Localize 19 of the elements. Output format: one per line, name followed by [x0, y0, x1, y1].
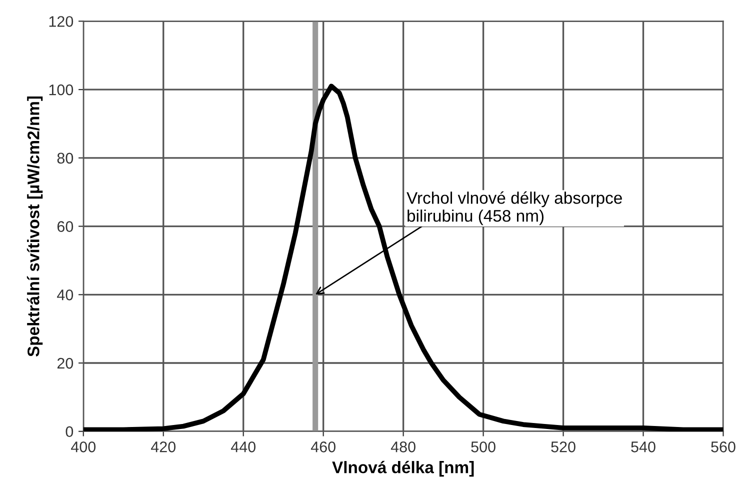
y-tick-label: 0 — [66, 426, 74, 438]
y-tick-label: 100 — [49, 84, 74, 96]
x-tick-label: 420 — [150, 442, 176, 452]
x-tick-label: 560 — [711, 442, 736, 452]
x-tick-label: 500 — [471, 442, 496, 452]
y-axis-title: Spektrální svítivost [µW/cm2/nm] — [26, 96, 43, 357]
x-tick-label: 540 — [631, 442, 656, 452]
y-tick-label: 60 — [57, 221, 74, 232]
y-tick-label: 120 — [49, 16, 74, 27]
y-tick-label: 80 — [57, 152, 74, 164]
x-tick-label: 400 — [71, 442, 96, 452]
y-tick-label: 40 — [57, 290, 74, 300]
y-tick-label: 20 — [57, 358, 74, 369]
x-tick-label: 480 — [390, 442, 416, 452]
x-tick-label: 460 — [310, 442, 336, 452]
x-tick-label: 440 — [230, 442, 256, 452]
annotation: Vrchol vlnové délky absorpce bilirubinu (458 nm) — [406, 191, 622, 226]
x-axis-title: Vlnová délka [nm] — [332, 460, 474, 477]
x-tick-label: 520 — [551, 442, 576, 452]
